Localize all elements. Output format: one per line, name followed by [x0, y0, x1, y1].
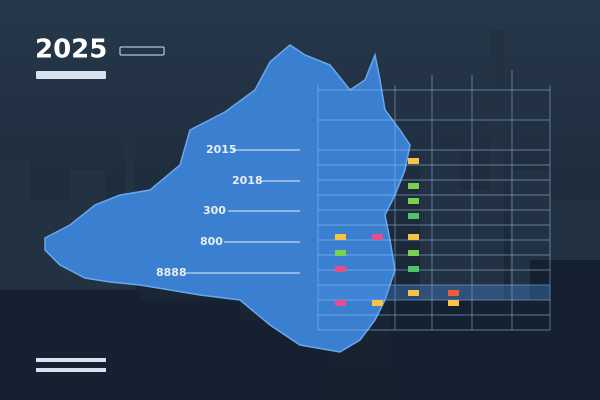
- table-grid: [317, 70, 551, 331]
- map-label: 2015: [206, 143, 237, 156]
- map-region: [44, 44, 411, 353]
- map-label: 300: [203, 204, 226, 217]
- foreground-buildings: [0, 260, 600, 400]
- subtitle-placeholder: [36, 46, 165, 372]
- year-title: 2025: [35, 35, 107, 65]
- map-label: 2018: [232, 174, 263, 187]
- label-leaders: [186, 149, 300, 274]
- tags: [335, 158, 459, 306]
- map-label: 800: [200, 235, 223, 248]
- map-label: 8888: [156, 266, 187, 279]
- highlight-row: [318, 285, 550, 300]
